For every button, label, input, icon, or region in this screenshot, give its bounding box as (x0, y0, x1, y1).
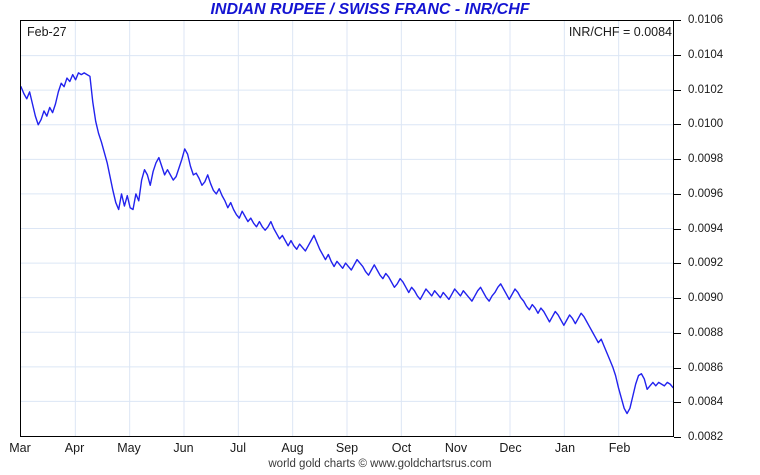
y-axis-tick-mark (674, 54, 681, 56)
x-axis-tick-label: Nov (444, 441, 468, 455)
y-axis-tick-label: 0.0092 (688, 257, 724, 270)
y-axis-tick-label: 0.0102 (688, 83, 724, 96)
x-axis-tick-label: Dec (499, 441, 522, 455)
y-axis-tick-label: 0.0084 (688, 396, 724, 409)
y-axis-tick-label: 0.0094 (688, 222, 724, 235)
y-axis-tick-label: 0.0096 (688, 187, 724, 200)
y-axis-tick-mark (674, 159, 681, 160)
x-axis-tick-label: Jan (554, 441, 576, 455)
y-axis-tick-mark (674, 437, 681, 438)
y-axis-tick-label: 0.0104 (688, 48, 724, 61)
footer-credit: world gold charts © www.goldchartsrus.co… (268, 458, 492, 470)
chart-date-label: Feb-27 (27, 25, 67, 39)
x-axis-tick-label: Feb (608, 441, 631, 455)
x-axis-tick-label: Jun (173, 441, 194, 455)
y-axis-tick-label: 0.0088 (688, 326, 724, 339)
y-axis-tick-mark (674, 332, 681, 334)
y-axis-tick-mark (674, 124, 681, 126)
x-axis-tick-label: Apr (64, 441, 85, 455)
current-quote-label: INR/CHF = 0.0084 (568, 25, 672, 39)
y-axis-tick-mark (674, 402, 681, 404)
x-axis-tick-label: Sep (335, 441, 359, 455)
x-axis-tick-label: Jul (230, 441, 246, 455)
y-axis-tick-label: 0.0082 (688, 431, 724, 443)
price-series-line (21, 21, 673, 436)
x-axis-tick-label: Mar (9, 441, 31, 455)
y-axis-tick-mark (674, 228, 681, 230)
y-axis-tick-mark (674, 89, 681, 91)
gridlines (21, 21, 673, 436)
y-axis-tick-mark (674, 298, 681, 299)
y-axis-tick-label: 0.0100 (688, 118, 724, 131)
x-axis-tick-label: Oct (391, 441, 412, 455)
y-axis-tick-mark (674, 193, 681, 195)
plot-area (20, 20, 674, 437)
x-axis-tick-label: Aug (281, 441, 304, 455)
y-axis-tick-mark (674, 20, 681, 21)
y-axis-tick-label: 0.0098 (688, 153, 724, 165)
page-title: INDIAN RUPEE / SWISS FRANC - INR/CHF (210, 1, 530, 18)
y-axis-tick-label: 0.0086 (688, 361, 724, 374)
x-axis-tick-label: May (117, 441, 141, 455)
y-axis-tick-mark (674, 263, 681, 265)
y-axis-tick-mark (674, 367, 681, 369)
y-axis-tick-label: 0.0106 (688, 14, 724, 26)
y-axis-tick-label: 0.0090 (688, 292, 724, 304)
